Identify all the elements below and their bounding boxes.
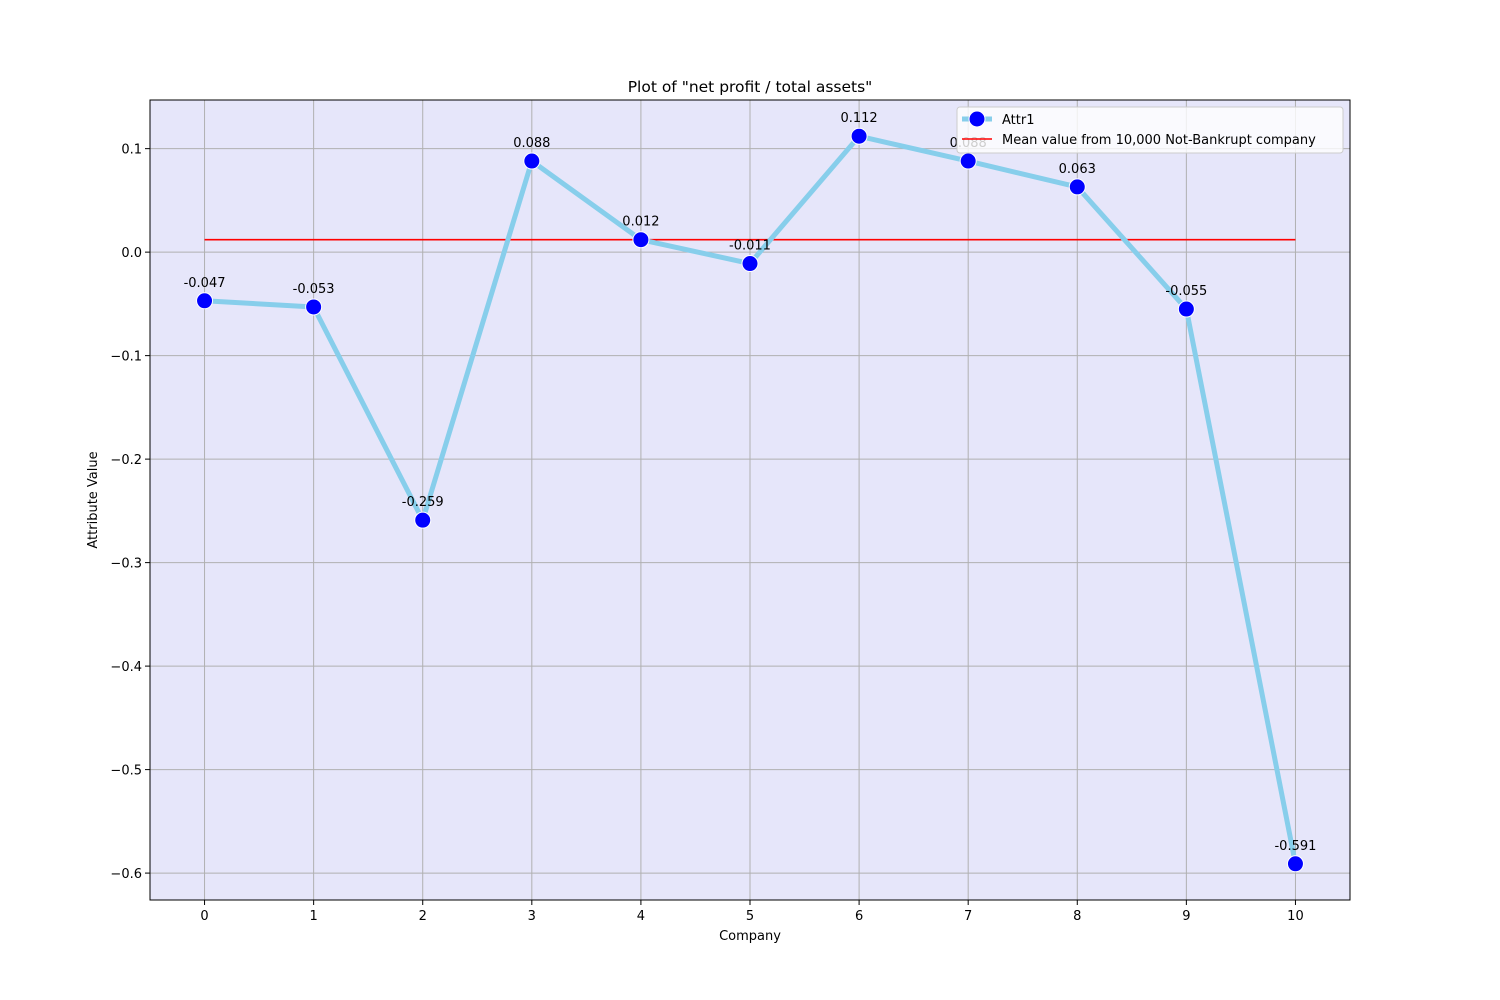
legend-box	[956, 106, 1344, 154]
data-point-marker	[523, 152, 541, 170]
data-point-marker	[632, 231, 650, 249]
x-tick-label: 4	[637, 909, 645, 924]
data-label: 0.012	[622, 215, 659, 230]
axis-ticks: 0 1 2 3 4 5 6 7 8 9 10 0.1 0.0 −0.1 −0.2 −0.3 −0.4 −0.5 −0…	[110, 143, 1303, 924]
data-label: -0.053	[293, 282, 335, 297]
data-point-marker	[850, 127, 868, 145]
y-tick-label: −0.6	[110, 867, 142, 882]
data-point-marker	[196, 292, 214, 310]
chart-title: Plot of "net profit / total assets"	[628, 78, 873, 96]
data-label: -0.055	[1165, 284, 1207, 299]
x-tick-label: 8	[1073, 909, 1081, 924]
y-tick-label: 0.0	[121, 246, 142, 261]
data-point-marker	[1286, 855, 1304, 873]
x-tick-label: 7	[964, 909, 972, 924]
data-label: 0.112	[840, 111, 877, 126]
data-point-marker	[414, 511, 432, 529]
legend-label-mean: Mean value from 10,000 Not-Bankrupt comp…	[1002, 133, 1316, 148]
plot-frame	[149, 99, 1351, 901]
data-label: -0.011	[729, 239, 771, 254]
y-tick-label: −0.4	[110, 660, 142, 675]
data-label: -0.591	[1274, 839, 1316, 854]
y-tick-label: −0.1	[110, 350, 142, 365]
grid-lines	[150, 100, 1350, 900]
data-label: -0.259	[402, 495, 444, 510]
data-label: 0.063	[1059, 162, 1096, 177]
data-point-marker	[1068, 178, 1086, 196]
data-point-marker	[741, 255, 759, 273]
x-tick-label: 6	[855, 909, 863, 924]
y-tick-label: 0.1	[121, 143, 142, 158]
data-label: 0.088	[513, 136, 550, 151]
legend: Attr1 Mean value from 10,000 Not-Bankrupt…	[956, 106, 1344, 154]
legend-swatch-attr1-marker	[968, 110, 986, 128]
x-axis-title: Company	[719, 929, 781, 944]
data-label: -0.047	[184, 276, 226, 291]
data-labels: -0.047 -0.053 -0.259 0.088 0.012 -0.011 0.112 0…	[184, 111, 1317, 854]
series-layer	[196, 127, 1304, 873]
x-tick-label: 2	[419, 909, 427, 924]
x-tick-label: 1	[309, 909, 317, 924]
data-point-marker	[1177, 300, 1195, 318]
x-tick-label: 10	[1287, 909, 1304, 924]
x-tick-label: 3	[528, 909, 536, 924]
y-tick-label: −0.5	[110, 764, 142, 779]
data-point-marker	[959, 152, 977, 170]
x-tick-label: 9	[1182, 909, 1190, 924]
y-tick-label: −0.2	[110, 453, 142, 468]
y-tick-label: −0.3	[110, 557, 142, 572]
data-point-marker	[305, 298, 323, 316]
y-axis-title: Attribute Value	[86, 451, 101, 548]
x-tick-label: 0	[200, 909, 208, 924]
x-tick-label: 5	[746, 909, 754, 924]
legend-label-attr1: Attr1	[1002, 113, 1034, 128]
